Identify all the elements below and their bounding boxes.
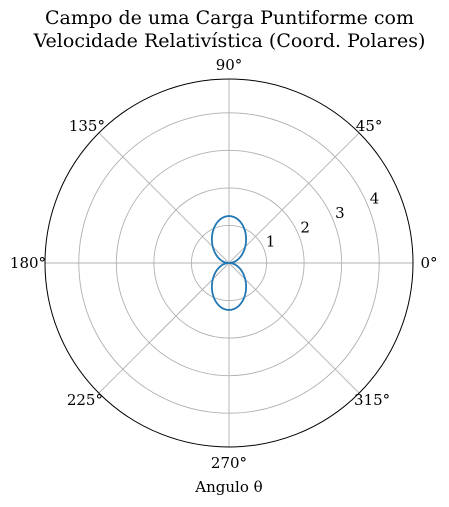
angle-tick-label: 270° bbox=[211, 454, 247, 472]
angular-gridline bbox=[98, 262, 230, 394]
radial-tick-label: 2 bbox=[300, 218, 310, 236]
angular-gridline bbox=[228, 132, 360, 264]
chart-title-line-2: Velocidade Relativística (Coord. Polares… bbox=[33, 30, 426, 52]
radial-tick-label: 4 bbox=[370, 190, 380, 208]
tick-labels: 0° 45° 90° 135° 180° 225° 270° 315° 1 2 3 4 bbox=[10, 56, 438, 472]
angle-tick-label: 180° bbox=[10, 254, 46, 272]
angle-tick-label: 225° bbox=[67, 391, 103, 409]
chart-title-line-1: Campo de uma Carga Puntiforme com bbox=[45, 7, 414, 29]
angular-gridline bbox=[228, 262, 360, 394]
angle-tick-label: 90° bbox=[216, 56, 243, 74]
series-layer bbox=[211, 215, 247, 311]
x-axis-label: Angulo θ bbox=[194, 478, 262, 496]
angle-tick-label: 0° bbox=[420, 254, 437, 272]
angle-tick-label: 315° bbox=[354, 391, 390, 409]
polar-grid bbox=[45, 79, 413, 447]
radial-tick-label: 1 bbox=[266, 233, 276, 251]
angle-tick-label: 45° bbox=[356, 117, 383, 135]
radial-tick-label: 3 bbox=[335, 204, 345, 222]
series-line-0 bbox=[211, 215, 247, 311]
angle-tick-label: 135° bbox=[69, 117, 105, 135]
polar-frame bbox=[44, 78, 414, 448]
angular-gridline bbox=[98, 132, 230, 264]
